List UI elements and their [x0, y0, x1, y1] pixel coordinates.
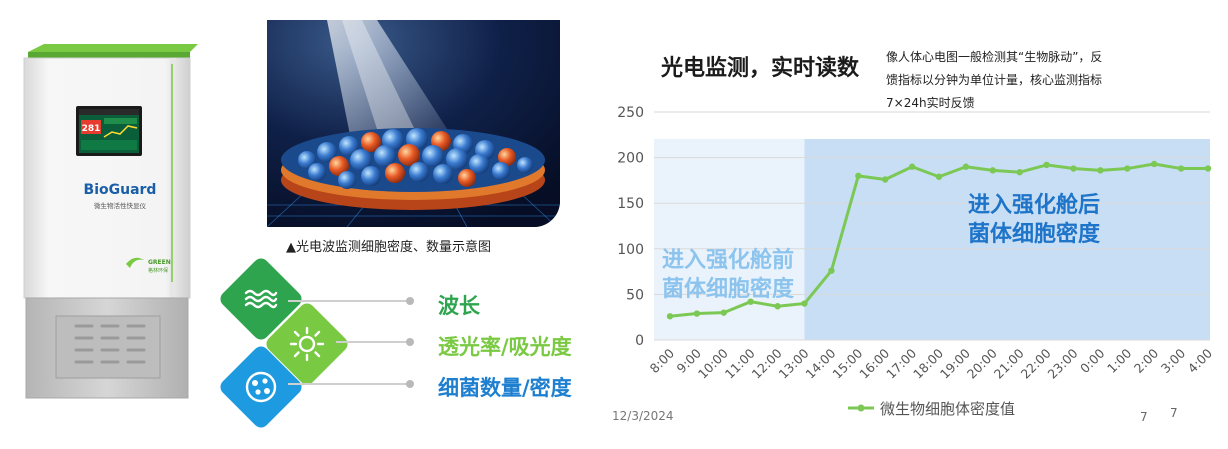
x-tick-label: 8:00: [647, 345, 677, 375]
data-point: [1151, 160, 1158, 168]
cell-density-illustration: [267, 20, 560, 227]
waves-icon: [244, 289, 278, 309]
data-point: [908, 163, 916, 170]
data-point: [1204, 165, 1212, 172]
chart-legend: 微生物细胞体密度值: [848, 400, 1015, 418]
legend-marker: [857, 404, 865, 412]
x-tick-label: 4:00: [1185, 345, 1215, 375]
chart-description-line: 像人体心电图一般检测其“生物脉动”，反: [886, 50, 1103, 64]
feature-label-transmittance: 透光率/吸光度: [438, 335, 572, 359]
chart-description-line: 7×24h实时反馈: [886, 96, 975, 110]
data-point: [1097, 167, 1104, 174]
data-point: [935, 173, 943, 180]
feature-connector-dot-2: [406, 338, 414, 346]
data-point: [855, 172, 862, 180]
y-tick-label: 250: [617, 105, 644, 121]
data-point: [882, 176, 889, 183]
legend-label: 微生物细胞体密度值: [880, 400, 1015, 418]
x-tick-label: 23:00: [1045, 345, 1081, 381]
data-point: [774, 303, 781, 310]
feature-label-bacteria: 细菌数量/密度: [438, 376, 572, 400]
data-point: [962, 163, 970, 170]
y-tick-label: 50: [626, 287, 644, 303]
x-tick-label: 1:00: [1104, 345, 1134, 375]
chart-description-line: 馈指标以分钟为单位计量，核心监测指标: [886, 73, 1103, 87]
region-label: 进入强化舱前: [662, 247, 794, 273]
y-tick-label: 200: [617, 151, 644, 167]
data-point: [828, 267, 835, 274]
x-tick-label: 3:00: [1158, 345, 1188, 375]
device-logo-text: GREEN: [148, 259, 171, 266]
x-tick-label: 0:00: [1077, 345, 1107, 375]
feature-connector-3: [288, 383, 410, 385]
device-logo-subtext: 格林环保: [148, 267, 168, 274]
data-point: [989, 167, 996, 174]
feature-connector-2: [336, 341, 410, 343]
data-point: [693, 310, 701, 317]
x-tick-label: 22:00: [1018, 345, 1054, 381]
feature-label-wavelength: 波长: [438, 294, 480, 318]
device-subtitle: 微生物活性快显仪: [94, 201, 147, 210]
feature-connector-dot-3: [406, 380, 414, 388]
chart-series: [666, 160, 1212, 320]
chart-y-axis: 0 50 100 150 200 250: [617, 105, 644, 349]
data-point: [720, 309, 727, 316]
feature-transmittance-tile: [263, 300, 351, 388]
data-point: [1043, 161, 1050, 169]
chart-x-axis: 8:009:0010:0011:0012:0013:0014:0015:0016…: [647, 345, 1215, 381]
data-point: [1177, 165, 1185, 172]
page-number-secondary: 7: [1170, 406, 1178, 420]
x-tick-label: 17:00: [883, 345, 919, 381]
chart-title: 光电监测，实时读数: [661, 56, 860, 81]
data-point: [1016, 168, 1023, 176]
x-tick-label: 2:00: [1131, 345, 1161, 375]
y-tick-label: 150: [617, 196, 644, 212]
cells-icon: [245, 371, 277, 403]
footer-date: 12/3/2024: [612, 409, 674, 423]
region-label: 菌体细胞密度: [968, 221, 1101, 247]
feature-connector-1: [288, 300, 410, 302]
data-point: [1070, 165, 1077, 172]
region-label: 进入强化舱后: [968, 192, 1100, 218]
sun-icon: [289, 326, 325, 362]
x-tick-label: 12:00: [749, 345, 785, 381]
region-label: 菌体细胞密度: [662, 276, 795, 302]
feature-connector-dot-1: [406, 297, 414, 305]
device-screen-reading: 281: [82, 124, 101, 134]
chart-description: 像人体心电图一般检测其“生物脉动”，反 馈指标以分钟为单位计量，核心监测指标 7…: [886, 46, 1166, 115]
data-point: [747, 298, 754, 305]
y-tick-label: 100: [617, 242, 644, 258]
data-point: [1124, 165, 1131, 172]
device-illustration: 281 BioGuard 微生物活性快显仪 GREEN 格林环保: [20, 42, 200, 402]
chart-gridlines: [654, 111, 1210, 341]
data-point: [666, 313, 674, 320]
device-brand: BioGuard: [84, 182, 157, 198]
photo-caption: ▲光电波监测细胞密度、数量示意图: [286, 240, 491, 255]
page-number: 7: [1140, 410, 1148, 424]
feature-wavelength-tile: [217, 255, 305, 343]
y-tick-label: 0: [635, 333, 644, 349]
data-point: [801, 300, 808, 307]
feature-bacteria-tile: [217, 343, 305, 431]
